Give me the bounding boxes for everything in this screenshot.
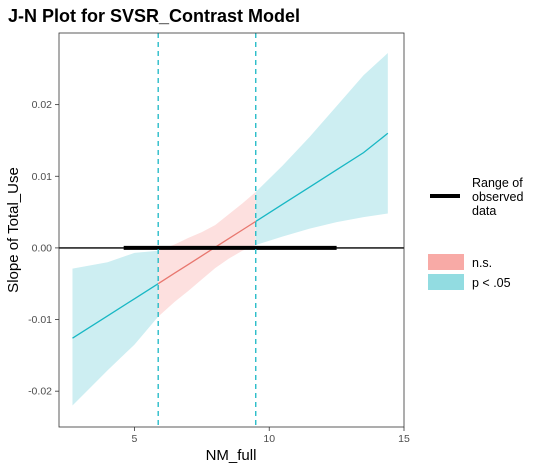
x-tick-label: 10 — [263, 433, 275, 445]
legend: Range of observed data n.s. p < .05 — [428, 176, 523, 290]
legend-range-label-line2: observed — [472, 190, 523, 204]
plot-frame — [58, 32, 405, 428]
legend-range-label-line1: Range of — [472, 176, 523, 190]
estimate-line-ns-mid — [157, 220, 257, 285]
estimate-line-significant-low — [72, 283, 159, 339]
ci-band-significant-low — [72, 250, 159, 406]
y-tick-label: -0.01 — [28, 314, 52, 326]
legend-sig-label: p < .05 — [472, 276, 511, 290]
legend-ns-label: n.s. — [472, 256, 492, 270]
estimate-line-significant-high — [255, 132, 389, 222]
y-tick-label: 0.00 — [32, 242, 53, 254]
y-axis-title: Slope of Total_Use — [5, 167, 22, 293]
confidence-bands — [72, 53, 388, 406]
reference-lines — [59, 33, 404, 427]
legend-sig-swatch — [428, 274, 464, 290]
x-tick-label: 5 — [132, 433, 138, 445]
y-axis: -0.02 -0.01 0.00 0.01 0.02 — [28, 99, 59, 398]
y-tick-label: 0.01 — [32, 171, 53, 183]
legend-ns-swatch — [428, 254, 464, 270]
estimate-lines — [72, 132, 389, 339]
plot-area — [58, 32, 405, 428]
x-axis: 5 10 15 — [132, 427, 410, 445]
ci-band-significant-high — [255, 53, 388, 246]
y-tick-label: -0.02 — [28, 386, 52, 398]
legend-range-label-line3: data — [472, 204, 496, 218]
y-tick-label: 0.02 — [32, 99, 53, 111]
x-axis-title: NM_full — [206, 447, 257, 464]
chart-title: J-N Plot for SVSR_Contrast Model — [8, 6, 300, 26]
x-tick-label: 15 — [398, 433, 410, 445]
ci-band-ns-mid — [158, 192, 256, 317]
